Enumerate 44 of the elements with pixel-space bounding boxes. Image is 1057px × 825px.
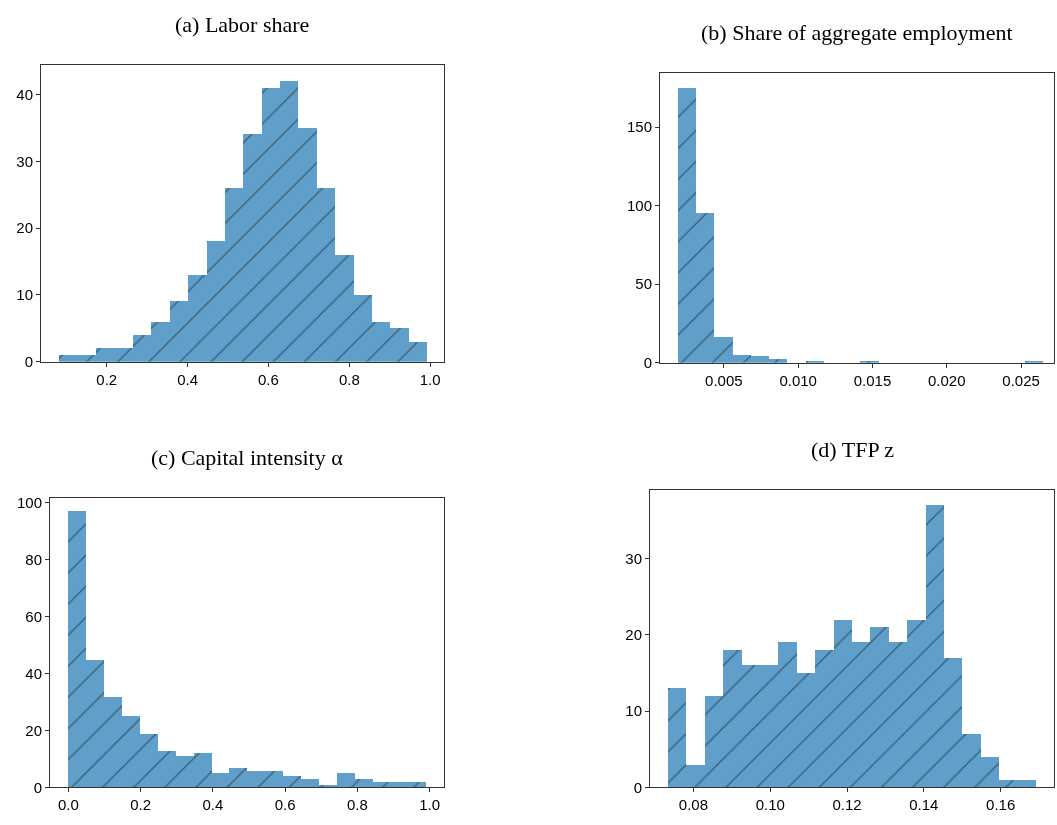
y-tick-label: 20 <box>625 625 643 643</box>
x-tick-label: 0.0 <box>57 796 79 814</box>
y-tick-label: 20 <box>25 721 42 739</box>
x-tick-label: 0.16 <box>986 796 1016 814</box>
chart-title: (d) TFP z <box>811 437 895 462</box>
y-tick-label: 10 <box>16 286 34 304</box>
x-tick-label: 0.08 <box>678 796 709 814</box>
chart-title: (b) Share of aggregate employment <box>701 20 1013 45</box>
x-tick-label: 0.4 <box>202 796 224 814</box>
y-tick-label: 30 <box>16 152 34 170</box>
x-tick-label: 0.2 <box>96 370 118 388</box>
y-tick-label: 150 <box>626 118 652 136</box>
x-tick-label: 0.6 <box>258 370 279 388</box>
x-tick-label: 0.6 <box>274 796 296 814</box>
y-tick-label: 40 <box>16 85 34 103</box>
x-tick-label: 0.8 <box>346 796 368 814</box>
y-tick-label: 80 <box>25 550 42 568</box>
y-tick-label: 100 <box>626 196 652 214</box>
x-tick-label: 0.025 <box>1002 371 1040 389</box>
x-tick-label: 1.0 <box>419 370 441 388</box>
x-tick-label: 0.015 <box>853 371 892 389</box>
x-tick-label: 0.005 <box>705 371 743 389</box>
x-tick-label: 0.8 <box>338 370 360 388</box>
y-tick-label: 0 <box>633 778 643 796</box>
x-tick-label: 1.0 <box>419 796 441 814</box>
y-tick-label: 20 <box>16 219 34 237</box>
chart-title: (c) Capital intensity α <box>151 445 344 470</box>
y-tick-label: 10 <box>625 702 643 720</box>
y-tick-label: 100 <box>16 493 42 511</box>
y-tick-label: 30 <box>625 549 643 567</box>
y-tick-label: 0 <box>33 778 42 796</box>
x-tick-label: 0.4 <box>177 370 199 388</box>
x-tick-label: 0.10 <box>755 796 785 814</box>
y-tick-label: 0 <box>643 353 652 371</box>
x-tick-label: 0.2 <box>130 796 152 814</box>
x-tick-label: 0.010 <box>779 371 817 389</box>
x-tick-label: 0.020 <box>927 371 966 389</box>
y-tick-label: 50 <box>635 275 652 293</box>
chart-title: (a) Labor share <box>175 12 310 37</box>
x-tick-label: 0.12 <box>832 796 862 814</box>
y-tick-label: 60 <box>25 607 42 625</box>
y-tick-label: 40 <box>25 664 42 682</box>
y-tick-label: 0 <box>24 352 34 370</box>
x-tick-label: 0.14 <box>909 796 939 814</box>
